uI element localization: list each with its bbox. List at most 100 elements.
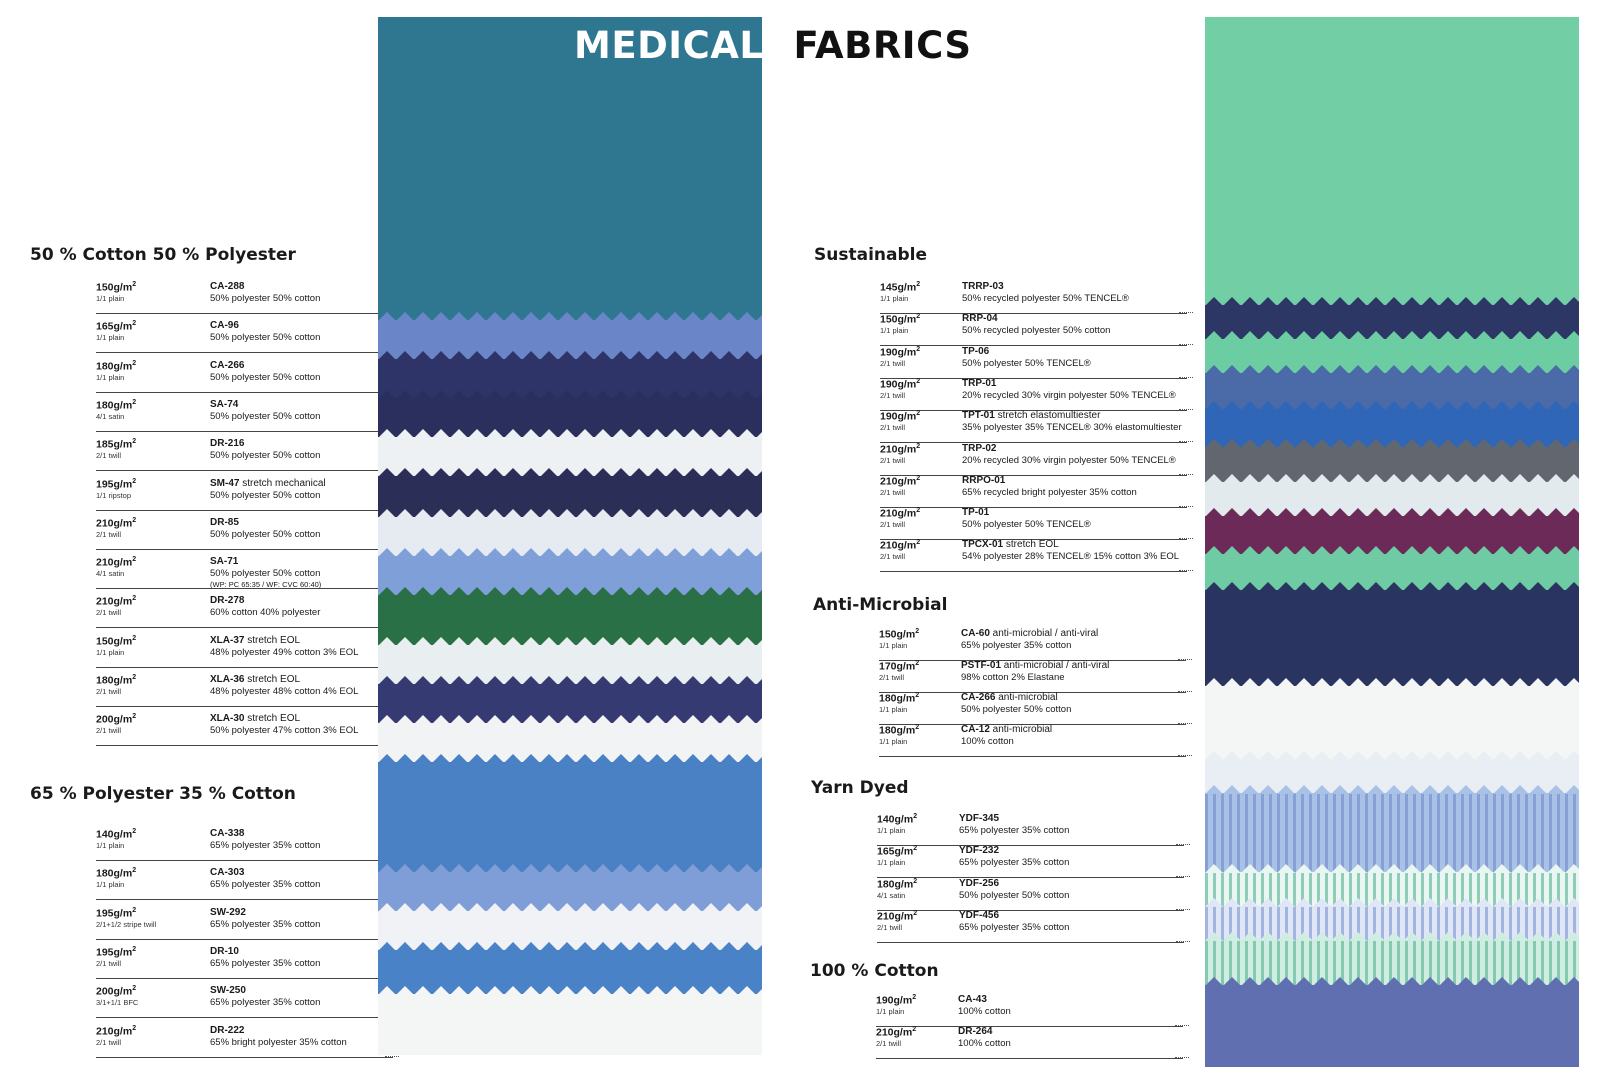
fabric-weight: 190g/m2 [876,994,916,1007]
fabric-weight: 190g/m2 [880,378,920,391]
fabric-weight-value: 210g/m [876,1026,913,1039]
fabric-row: 210g/m2 2/1 twill DR-222 65% bright polyest… [96,1024,401,1058]
fabric-row: 165g/m2 1/1 plain CA-96 50% polyester 50% c… [96,319,401,354]
row-divider [876,1057,1189,1059]
fabric-weight: 165g/m2 [96,320,136,333]
unit-superscript: 2 [132,359,137,367]
fabric-weight-value: 150g/m [880,313,917,326]
fabric-weight-value: 180g/m [96,674,133,687]
unit-superscript: 2 [916,281,921,288]
row-divider [96,587,399,590]
fabric-swatch-band [1205,977,1579,1067]
fabric-code: DR-222 [210,1025,244,1036]
fabric-weave: 1/1 plain [877,826,906,835]
fabric-code: SW-292 [210,907,246,918]
fabric-row: 190g/m2 1/1 plain CA-43 100% cotton [876,993,1191,1027]
fabric-weave: 1/1 ripstop [96,490,132,500]
row-divider [96,1016,399,1019]
fabric-code: CA-60 anti-microbial / anti-viral [961,628,1098,639]
section-title: Sustainable [814,245,927,265]
fabric-weight: 210g/m2 [96,1025,136,1038]
fabric-row: 185g/m2 2/1 twill DR-216 50% polyester 50% … [96,437,401,472]
fabric-swatch-band [378,754,762,874]
fabric-row: 180g/m2 1/1 plain CA-303 65% polyester 35% … [96,866,401,901]
fabric-row: 210g/m2 2/1 twill RRPO-01 65% recycled brig… [880,474,1195,508]
fabric-weight-value: 190g/m [880,378,917,391]
unit-superscript: 2 [916,313,921,321]
fabric-code-feature: stretch EOL [1003,539,1059,551]
fabric-code: DR-85 [210,517,239,528]
fabric-row: 150g/m2 1/1 plain CA-60 anti-microbial / a… [879,627,1194,661]
fabric-weave: 2/1 twill [879,673,905,682]
unit-superscript: 2 [915,628,920,635]
fabric-code-feature: stretch mechanical [239,477,326,489]
fabric-composition: 65% recycled bright polyester 35% cotton [962,486,1137,498]
fabric-weight: 145g/m2 [880,281,920,294]
fabric-composition: 50% polyester 50% TENCEL® [962,519,1091,531]
row-divider [877,844,1190,846]
fabric-composition: 50% polyester 50% cotton [961,704,1072,715]
unit-superscript: 2 [916,474,921,482]
left-fabric-swatch-column [378,17,762,1055]
fabric-code: SA-74 [210,399,238,410]
fabric-weight-value: 165g/m [96,320,133,333]
row-divider [96,429,399,432]
fabric-weave: 2/1 twill [96,529,122,539]
fabric-weight-value: 195g/m [96,946,133,959]
fabric-code-id: YDF-345 [959,813,1000,824]
fabric-code: DR-216 [210,438,244,449]
fabric-composition: 50% polyester 50% cotton [210,568,321,580]
fabric-weave: 1/1 plain [96,880,125,890]
right-fabric-swatch-column [1205,17,1579,1067]
fabric-code: PSTF-01 anti-microbial / anti-viral [961,660,1109,671]
fabric-code-id: SW-292 [210,906,246,918]
fabric-row: 180g/m2 2/1 twill XLA-36 stretch EOL 48% po… [96,673,401,707]
unit-superscript: 2 [132,674,137,681]
fabric-weight: 165g/m2 [877,845,917,858]
fabric-weight-value: 150g/m [96,635,133,648]
row-divider [879,755,1192,757]
fabric-weight-value: 185g/m [96,438,133,451]
fabric-weight-value: 210g/m [96,595,133,608]
unit-superscript: 2 [913,877,918,885]
fabric-composition: 50% polyester 47% cotton 3% EOL [210,725,359,737]
fabric-weave: 2/1 twill [96,687,122,696]
fabric-weight-value: 210g/m [877,910,914,923]
row-divider [880,376,1193,379]
fabric-code: XLA-30 stretch EOL [210,713,300,724]
unit-superscript: 2 [916,539,921,547]
fabric-weight: 195g/m2 [96,946,136,959]
fabric-code-id: TPCX-01 [962,539,1004,551]
fabric-code: CA-303 [210,867,244,878]
fabric-code: SW-250 [210,985,246,996]
fabric-weight-value: 140g/m [96,828,133,841]
fabric-code-id: YDF-256 [959,877,1000,889]
fabric-weight-value: 195g/m [96,478,133,490]
row-divider [880,408,1193,411]
fabric-code: TP-01 [962,507,989,518]
fabric-weave: 2/1 twill [880,552,906,562]
fabric-row: 180g/m2 1/1 plain CA-12 anti-microbial 100%… [879,723,1194,757]
fabric-weight-value: 200g/m [96,713,133,726]
title-word-fabrics: FABRICS [793,24,972,67]
fabric-row: 210g/m2 2/1 twill TPCX-01 stretch EOL 54% p… [880,538,1195,573]
unit-superscript: 2 [913,845,918,853]
unit-superscript: 2 [916,377,921,385]
row-divider [96,744,399,747]
fabric-row: 190g/m2 2/1 twill TP-06 50% polyester 50% T… [880,345,1195,379]
fabric-composition: 50% polyester 50% cotton [210,489,321,501]
unit-superscript: 2 [916,410,921,418]
fabric-weight-value: 140g/m [877,813,914,826]
fabric-composition: 65% polyester 35% cotton [210,918,321,930]
fabric-weight-value: 165g/m [877,845,914,858]
row-divider [877,908,1190,911]
unit-superscript: 2 [132,320,137,328]
fabric-code: CA-43 [958,994,987,1005]
fabric-composition: 65% bright polyester 35% cotton [210,1036,347,1048]
fabric-weight-value: 195g/m [96,907,133,920]
row-divider [880,570,1193,573]
fabric-code: CA-12 anti-microbial [961,724,1052,735]
fabric-weight-value: 180g/m [879,692,916,705]
row-divider [880,505,1193,508]
fabric-weave: 2/1 twill [877,922,903,932]
